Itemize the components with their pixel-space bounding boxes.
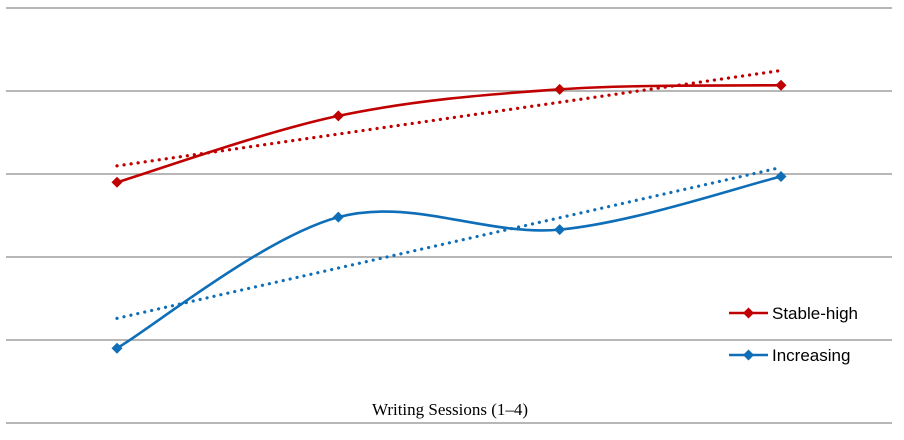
legend: Stable-high Increasing <box>729 304 858 365</box>
series-markers <box>111 79 787 354</box>
trendlines <box>115 68 783 320</box>
x-axis-title: Writing Sessions (1–4) <box>372 400 528 419</box>
series-line-increasing <box>116 175 782 350</box>
data-point-stable-high <box>111 176 123 188</box>
legend-item-stable-high: Stable-high <box>729 304 858 323</box>
trendline-increasing <box>115 165 783 320</box>
data-point-increasing <box>332 211 344 223</box>
legend-label-stable-high: Stable-high <box>772 304 858 323</box>
series-lines <box>116 83 782 350</box>
data-point-increasing <box>111 342 123 354</box>
legend-label-increasing: Increasing <box>772 346 850 365</box>
data-point-stable-high <box>554 83 566 95</box>
legend-swatch-marker <box>743 307 754 319</box>
gridlines <box>6 7 892 424</box>
data-point-stable-high <box>775 79 787 91</box>
legend-swatch-marker <box>743 349 754 361</box>
data-point-stable-high <box>332 110 344 122</box>
series-line-stable-high <box>116 83 782 184</box>
data-point-increasing <box>775 170 787 182</box>
legend-item-increasing: Increasing <box>729 346 850 365</box>
data-point-increasing <box>554 224 566 236</box>
